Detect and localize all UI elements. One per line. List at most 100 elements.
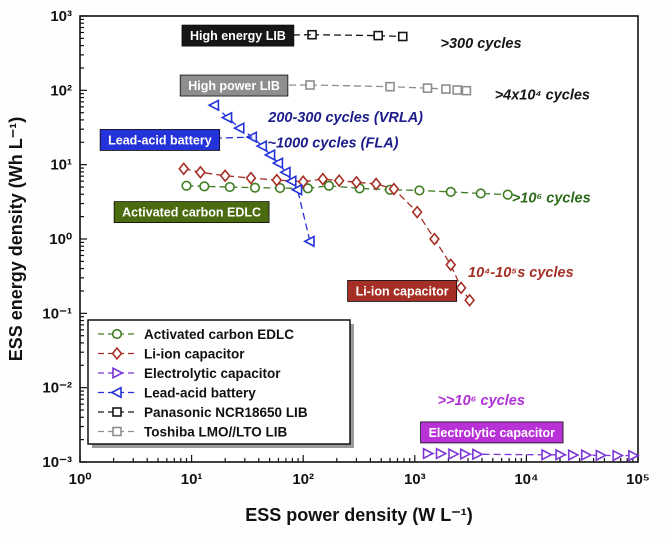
square-marker-icon xyxy=(112,426,122,437)
circle-marker-icon xyxy=(224,181,235,193)
triangle-left-marker-icon xyxy=(284,175,297,188)
y-axis-title: ESS energy density (Wh L⁻¹) xyxy=(6,117,26,362)
triangle-right-marker-icon xyxy=(459,447,472,461)
annotation-cycles-edlc: >10⁶ cycles xyxy=(512,191,591,207)
square-marker-icon xyxy=(422,83,433,93)
triangle-right-marker-icon xyxy=(555,448,567,461)
x-tick-label: 10² xyxy=(292,471,314,488)
y-tick-label: 10² xyxy=(50,82,72,99)
triangle-right-marker-icon xyxy=(580,448,593,462)
square-marker-icon xyxy=(441,84,451,94)
y-tick-label: 10⁻¹ xyxy=(42,305,72,322)
diamond-marker-icon xyxy=(455,281,467,295)
x-tick-label: 10⁰ xyxy=(69,471,92,488)
x-tick-label: 10⁴ xyxy=(514,471,538,488)
circle-marker-icon xyxy=(475,188,486,199)
square-marker-icon xyxy=(385,81,395,92)
circle-marker-icon xyxy=(249,182,261,193)
y-tick-label: 10⁰ xyxy=(49,231,72,248)
x-axis-title: ESS power density (W L⁻¹) xyxy=(245,505,473,525)
annotation-cycles-panasonic: >300 cycles xyxy=(441,36,522,52)
label-box-text: Lead-acid battery xyxy=(108,133,212,147)
diamond-marker-icon xyxy=(271,173,283,187)
diamond-marker-icon xyxy=(411,205,423,219)
triangle-left-marker-icon xyxy=(290,183,303,196)
x-tick-label: 10³ xyxy=(404,471,426,488)
square-marker-icon xyxy=(112,407,122,417)
x-tick-label: 10¹ xyxy=(181,471,203,488)
legend-item-label: Lead-acid battery xyxy=(144,385,256,400)
diamond-marker-icon xyxy=(351,175,362,189)
annotation-cycles-vrla: 200-300 cycles (VRLA) xyxy=(267,110,423,126)
diamond-marker-icon xyxy=(464,293,476,307)
series-panasonic-ncr18650-lib xyxy=(307,29,408,42)
diamond-marker-icon xyxy=(219,169,231,183)
triangle-left-marker-icon xyxy=(255,139,268,153)
series-label-lead-acid-battery: Lead-acid battery xyxy=(99,129,253,151)
series-electrolytic-capacitor xyxy=(422,447,640,462)
y-tick-label: 10¹ xyxy=(50,157,72,174)
diamond-marker-icon xyxy=(370,177,382,191)
legend-item-electrolytic-capacitor: Electrolytic capacitor xyxy=(98,366,281,381)
series-label-high-power-lib: High power LIB xyxy=(179,74,310,97)
legend-item-label: Toshiba LMO//LTO LIB xyxy=(144,424,287,439)
y-tick-label: 10⁻² xyxy=(42,380,72,397)
legend: Activated carbon EDLC Li-ion capacitor Ele… xyxy=(87,319,354,448)
triangle-left-marker-icon xyxy=(271,156,284,170)
triangle-right-marker-icon xyxy=(567,448,580,462)
triangle-left-marker-icon xyxy=(263,148,276,162)
circle-marker-icon xyxy=(111,328,123,340)
diamond-marker-icon xyxy=(445,258,457,272)
diamond-marker-icon xyxy=(388,182,400,196)
label-box-text: Li-ion capacitor xyxy=(356,284,449,298)
annotation-cycles-toshiba: >4x10⁴ cycles xyxy=(495,87,590,103)
triangle-right-marker-icon xyxy=(448,447,460,461)
circle-marker-icon xyxy=(302,183,313,194)
diamond-marker-icon xyxy=(429,232,440,246)
circle-marker-icon xyxy=(502,189,513,200)
legend-item-label: Panasonic NCR18650 LIB xyxy=(144,405,308,420)
legend-item-label: Electrolytic capacitor xyxy=(144,366,281,381)
legend-item-panasonic-ncr18650-lib: Panasonic NCR18650 LIB xyxy=(98,405,308,420)
triangle-left-marker-icon xyxy=(220,111,233,124)
series-label-electrolytic-capacitor: Electrolytic capacitor xyxy=(420,421,564,444)
triangle-right-marker-icon xyxy=(435,447,448,460)
label-box-text: Activated carbon EDLC xyxy=(122,206,261,220)
diamond-marker-icon xyxy=(111,346,123,361)
diamond-marker-icon xyxy=(333,173,345,188)
label-box xyxy=(347,280,458,302)
series-label-li-ion-capacitor: Li-ion capacitor xyxy=(347,280,458,302)
series-line xyxy=(183,168,471,301)
label-box-text: Electrolytic capacitor xyxy=(429,426,556,440)
square-marker-icon xyxy=(452,85,463,95)
triangle-right-marker-icon xyxy=(422,447,435,460)
square-marker-icon xyxy=(397,31,408,42)
label-box-text: High power LIB xyxy=(188,79,280,93)
diamond-marker-icon xyxy=(317,172,329,186)
annotation-cycles-electrolytic: >>10⁶ cycles xyxy=(438,393,525,409)
legend-item-activated-carbon-edlc: Activated carbon EDLC xyxy=(98,327,294,342)
series-li-ion-capacitor xyxy=(178,162,476,307)
square-marker-icon xyxy=(373,30,384,41)
square-marker-icon xyxy=(461,85,472,96)
circle-marker-icon xyxy=(414,185,425,196)
legend-item-label: Activated carbon EDLC xyxy=(144,327,294,342)
triangle-right-marker-icon xyxy=(628,449,640,462)
triangle-left-marker-icon xyxy=(232,122,245,135)
y-tick-label: 10⁻³ xyxy=(42,454,72,471)
triangle-left-marker-icon xyxy=(303,235,315,248)
axes-ticks xyxy=(79,15,639,463)
label-box xyxy=(179,74,289,97)
series-activated-carbon-edlc xyxy=(181,180,513,200)
legend-frame xyxy=(87,319,351,445)
diamond-marker-icon xyxy=(245,171,257,185)
circle-marker-icon xyxy=(181,180,192,191)
series-lead-acid-battery xyxy=(207,99,315,248)
series-label-activated-carbon-edlc: Activated carbon EDLC xyxy=(113,201,270,224)
triangle-right-marker-icon xyxy=(595,449,608,462)
triangle-right-marker-icon xyxy=(612,449,625,462)
annotation-cycles-fla: ~1000 cycles (FLA) xyxy=(268,135,399,151)
legend-item-toshiba-lmo-lto-lib: Toshiba LMO//LTO LIB xyxy=(98,424,287,439)
